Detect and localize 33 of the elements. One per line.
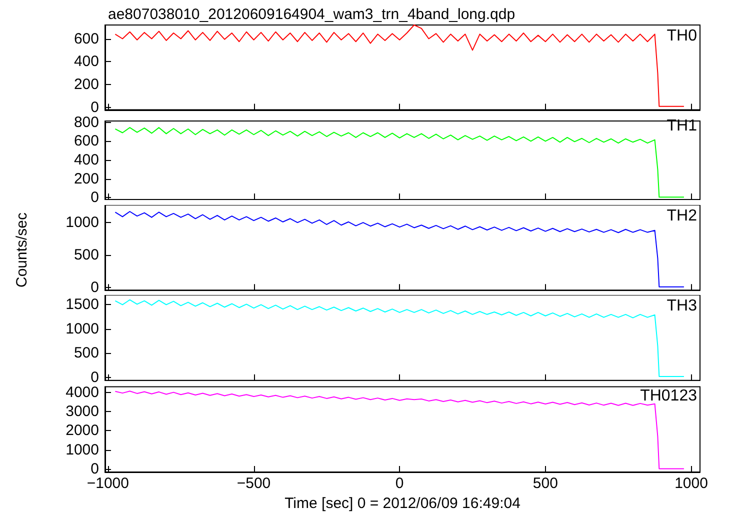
y-tick-label: 0 <box>90 99 99 116</box>
x-axis-title: Time [sec] 0 = 2012/06/09 16:49:04 <box>284 495 520 512</box>
x-tick-label: 0 <box>395 475 404 492</box>
y-tick-label: 1000 <box>66 320 99 338</box>
y-tick-label: 500 <box>74 246 99 264</box>
y-tick-label: 0 <box>90 189 99 206</box>
y-tick-label: 4000 <box>66 384 99 401</box>
x-tick-label: −1000 <box>86 475 129 492</box>
annotation: TH0 <box>666 28 698 44</box>
y-tick-label: 200 <box>74 76 99 94</box>
y-tick-label: 1000 <box>66 214 99 232</box>
y-tick-label: 3000 <box>66 403 99 420</box>
x-tick-label: −500 <box>236 475 271 492</box>
y-tick-label: 200 <box>74 170 99 188</box>
chart-title: ae807038010_20120609164904_wam3_trn_4band_long.qdp <box>108 6 516 23</box>
y-tick-label: 0 <box>90 369 99 386</box>
y-tick-label: 600 <box>74 30 99 48</box>
annotation: TH3 <box>666 298 698 314</box>
y-tick-label: 1000 <box>66 441 99 458</box>
y-tick-label: 400 <box>74 152 99 169</box>
y-tick-label: 400 <box>74 53 99 70</box>
y-tick-label: 2000 <box>66 422 99 440</box>
y-tick-label: 0 <box>90 279 99 296</box>
annotation: TH0123 <box>640 388 698 404</box>
y-tick-label: 0 <box>90 460 99 478</box>
y-tick-label: 1500 <box>66 296 99 314</box>
x-tick-label: 1000 <box>674 475 708 492</box>
y-tick-label: 600 <box>74 132 99 150</box>
x-tick-label: 500 <box>532 475 558 492</box>
y-axis-title: Counts/sec <box>14 212 30 288</box>
y-tick-label: 800 <box>74 114 99 131</box>
annotation: TH2 <box>666 208 698 224</box>
y-tick-label: 500 <box>74 344 99 362</box>
